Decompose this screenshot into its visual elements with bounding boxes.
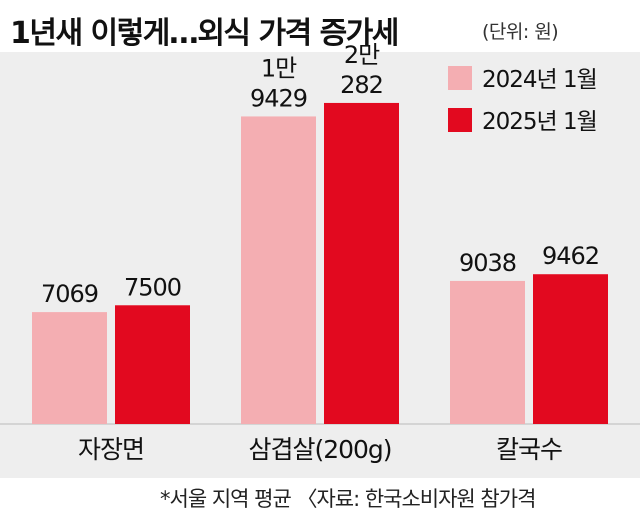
bar-0-1 <box>115 305 190 424</box>
category-label-2: 칼국수 <box>496 435 562 464</box>
data-label-1-1-0: 2만 <box>344 41 380 69</box>
legend-label-1: 2025년 1월 <box>482 109 597 135</box>
data-label-2-0-0: 9038 <box>459 249 516 277</box>
chart-title: 1년새 이렇게…외식 가격 증가세 <box>10 16 399 51</box>
category-label-1: 삼겹살(200g) <box>248 435 391 464</box>
legend-swatch-1 <box>448 108 472 132</box>
source-footnote: *서울 지역 평균 〈자료: 한국소비자원 참가격 <box>160 487 536 511</box>
bar-2-1 <box>533 274 608 424</box>
legend-label-0: 2024년 1월 <box>482 67 597 93</box>
data-label-1-1-1: 282 <box>340 71 383 99</box>
bar-1-0 <box>241 116 316 425</box>
data-label-0-1-0: 7500 <box>124 273 181 301</box>
bar-2-0 <box>450 280 525 424</box>
bar-0-0 <box>32 312 107 424</box>
data-label-2-1-0: 9462 <box>542 242 599 270</box>
unit-label: (단위: 원) <box>482 21 559 43</box>
data-label-0-0-0: 7069 <box>41 280 98 308</box>
legend-swatch-0 <box>448 66 472 90</box>
category-label-0: 자장면 <box>78 435 144 464</box>
data-label-1-0-1: 9429 <box>250 84 307 112</box>
bar-1-1 <box>324 102 399 425</box>
data-label-1-0-0: 1만 <box>261 54 297 82</box>
